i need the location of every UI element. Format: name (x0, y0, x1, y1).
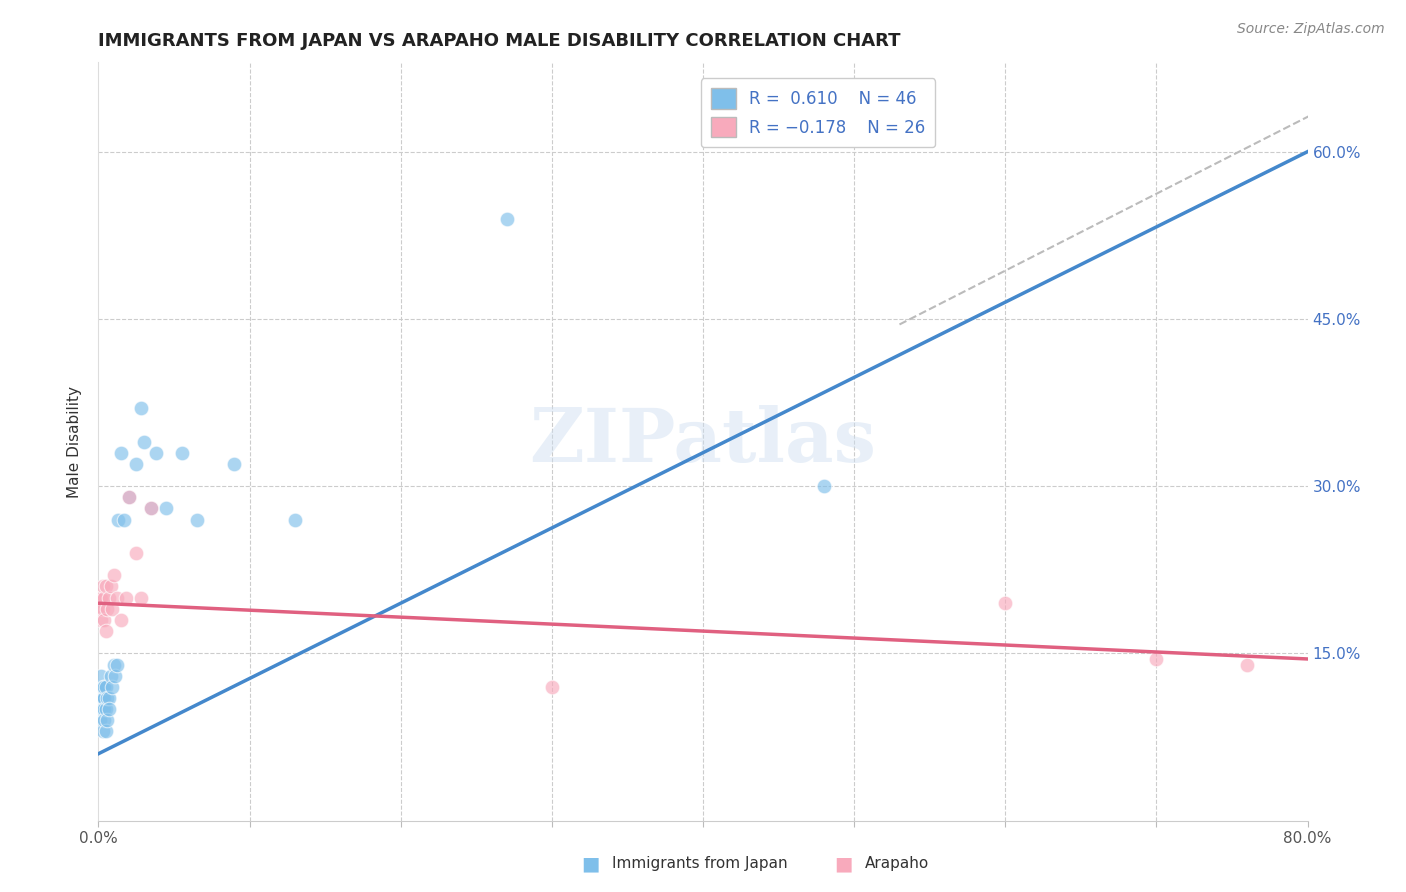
Point (90, 669, 112, 683)
Point (94, 702, 117, 716)
Point (125, 457, 148, 471)
Point (89, 702, 111, 716)
Point (103, 657, 125, 672)
Point (91, 690, 114, 705)
Point (89, 690, 111, 705)
Point (125, 546, 148, 560)
Point (155, 501, 177, 516)
Point (90, 613, 112, 627)
Point (90, 702, 112, 716)
Point (112, 512, 135, 526)
Point (103, 568, 125, 582)
Point (93, 714, 115, 728)
Point (93, 690, 115, 705)
Text: ■: ■ (834, 854, 853, 873)
Point (93, 613, 115, 627)
Point (93, 702, 115, 716)
Text: IMMIGRANTS FROM JAPAN VS ARAPAHO MALE DISABILITY CORRELATION CHART: IMMIGRANTS FROM JAPAN VS ARAPAHO MALE DI… (98, 32, 901, 50)
Point (105, 591, 128, 605)
Point (141, 501, 163, 516)
Point (91, 580, 114, 594)
Point (89, 591, 111, 605)
Point (186, 512, 208, 526)
Point (94, 724, 117, 739)
Point (89, 702, 111, 716)
Point (96, 690, 118, 705)
Text: ■: ■ (581, 854, 600, 873)
Point (110, 613, 132, 627)
Point (93, 680, 115, 694)
Point (114, 591, 136, 605)
Point (89, 680, 111, 694)
Point (100, 580, 122, 594)
Text: Source: ZipAtlas.com: Source: ZipAtlas.com (1237, 22, 1385, 37)
Point (540, 680, 562, 694)
Point (1144, 652, 1167, 666)
Point (101, 602, 124, 616)
Point (105, 657, 128, 672)
Point (224, 457, 246, 471)
Point (94, 580, 117, 594)
Point (132, 434, 155, 449)
Point (118, 491, 141, 505)
Point (100, 669, 122, 683)
Point (93, 591, 115, 605)
Point (110, 446, 132, 460)
Point (101, 680, 124, 694)
Point (89, 602, 111, 616)
Point (129, 591, 152, 605)
Point (98, 702, 121, 716)
Point (141, 501, 163, 516)
Text: ZIPatlas: ZIPatlas (530, 405, 876, 478)
Point (94, 624, 117, 639)
Point (284, 512, 307, 526)
Point (89, 714, 111, 728)
Point (90, 591, 112, 605)
Point (118, 491, 141, 505)
Point (1236, 657, 1258, 672)
Point (98, 591, 121, 605)
Point (813, 479, 835, 493)
Point (90, 680, 112, 694)
Text: Immigrants from Japan: Immigrants from Japan (612, 856, 787, 871)
Point (90, 690, 112, 705)
Point (90, 702, 112, 716)
Point (91, 724, 114, 739)
Point (91, 680, 114, 694)
Y-axis label: Male Disability: Male Disability (67, 385, 83, 498)
Point (994, 596, 1017, 610)
Point (91, 602, 114, 616)
Point (91, 702, 114, 716)
Point (96, 602, 118, 616)
Point (145, 446, 167, 460)
Point (129, 401, 152, 416)
Point (96, 714, 118, 728)
Point (94, 680, 117, 694)
Point (104, 669, 127, 683)
Text: Arapaho: Arapaho (865, 856, 929, 871)
Point (107, 512, 129, 526)
Point (170, 446, 193, 460)
Point (495, 211, 517, 226)
Point (98, 690, 121, 705)
Legend: R =  0.610    N = 46, R = −0.178    N = 26: R = 0.610 N = 46, R = −0.178 N = 26 (700, 78, 935, 147)
